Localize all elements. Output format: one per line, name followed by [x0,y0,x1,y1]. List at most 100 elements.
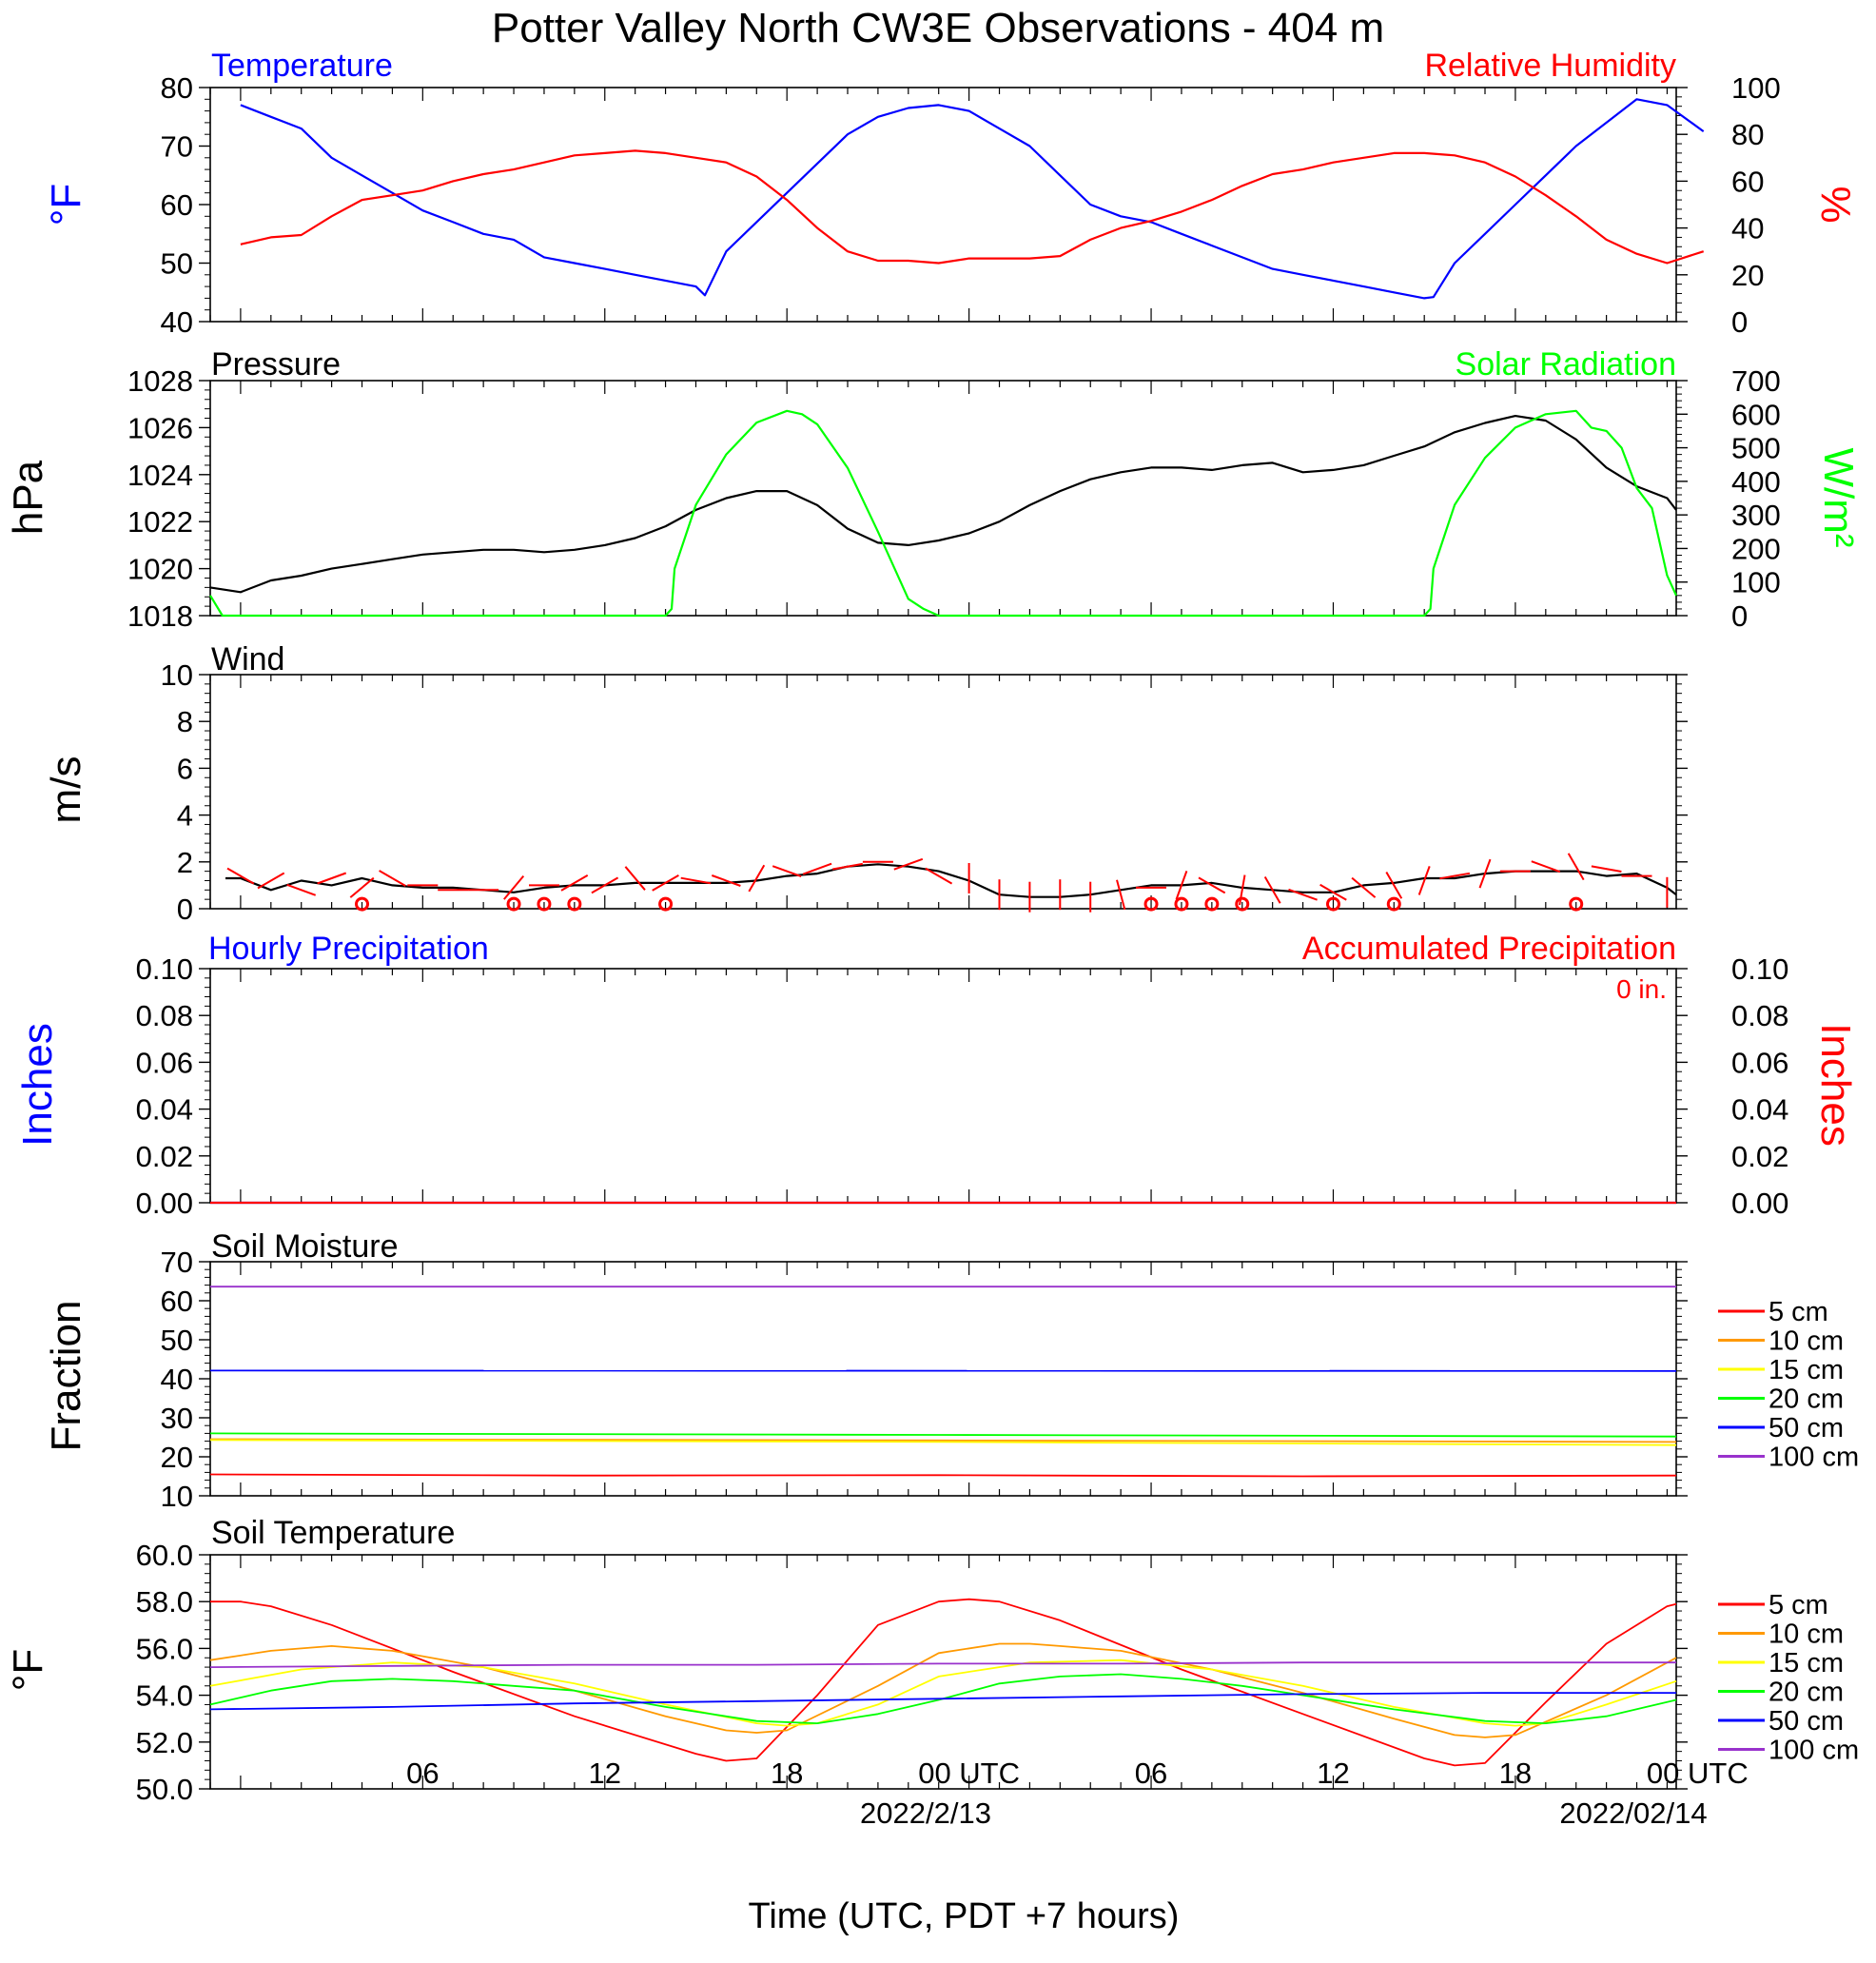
solar-axis-label: W/m² [1815,447,1862,547]
x-tick-label: 12 [589,1757,621,1790]
y-tick-label: 10 [161,658,193,692]
x-tick-label: 00 UTC [918,1757,1020,1790]
y-tick-label: 6 [177,752,193,785]
legend-label: 100 cm [1769,1736,1859,1766]
wind-barb [1592,866,1622,872]
y-tick-label: 0.02 [136,1140,193,1173]
hourly-precip-axis-label: Inches [14,1023,61,1147]
temperature-axis-label: °F [43,184,89,226]
hourly-precip-title: Hourly Precipitation [208,931,489,967]
wind-barb [625,867,645,891]
y-right-tick-label: 0.10 [1731,952,1788,986]
y-tick-label: 40 [161,305,193,339]
humidity-title: Relative Humidity [1424,48,1676,84]
y-right-tick-label: 0.04 [1731,1093,1788,1127]
y-right-tick-label: 0 [1731,599,1748,633]
y-right-tick-label: 0.06 [1731,1046,1788,1079]
legend-label: 15 cm [1769,1648,1844,1678]
date-label-1: 2022/2/13 [860,1796,991,1830]
y-tick-label: 80 [161,71,193,105]
legend-label: 20 cm [1769,1678,1844,1708]
pressure-solar-panel: Pressure Solar Radiation hPa W/m² 101810… [5,346,1862,633]
y-right-tick-label: 300 [1731,499,1781,532]
accumulated-precip-total: 0 in. [1616,974,1667,1004]
y-tick-label: 0.00 [136,1187,193,1220]
soil-temperature-axis-label: °F [5,1649,51,1691]
series-line-5-cm [210,1475,1676,1477]
y-tick-label: 54.0 [136,1679,193,1713]
y-tick-label: 10 [161,1480,193,1513]
y-tick-label: 70 [161,1246,193,1279]
y-right-tick-label: 100 [1731,71,1781,105]
y-tick-label: 30 [161,1402,193,1435]
series-line-5-cm [210,1600,1676,1766]
x-tick-label: 00 UTC [1647,1757,1749,1790]
y-tick-label: 40 [161,1363,193,1396]
legend-label: 15 cm [1769,1355,1844,1385]
wind-barb [749,865,764,892]
wind-barb [258,874,284,889]
y-right-tick-label: 100 [1731,566,1781,599]
x-tick-label: 06 [1135,1757,1167,1790]
series-line-20-cm [210,1433,1676,1436]
pressure-title: Pressure [211,346,341,383]
x-tick-label: 06 [406,1757,439,1790]
y-tick-label: 0.06 [136,1046,193,1079]
y-tick-label: 60 [161,1285,193,1318]
y-right-tick-label: 600 [1731,398,1781,431]
y-tick-label: 70 [161,130,193,164]
legend-label: 50 cm [1769,1706,1844,1737]
wind-barb [504,876,524,900]
legend-label: 10 cm [1769,1326,1844,1357]
y-right-tick-label: 700 [1731,364,1781,398]
plot-frame [210,969,1676,1203]
y-right-tick-label: 40 [1731,212,1764,245]
y-tick-label: 20 [161,1441,193,1474]
y-tick-label: 50 [161,1324,193,1357]
y-tick-label: 52.0 [136,1726,193,1759]
plot-frame [210,88,1676,322]
y-tick-label: 8 [177,705,193,738]
wind-barb [1569,854,1584,880]
series-line-50-cm [210,1693,1676,1709]
y-tick-label: 1022 [127,505,193,539]
plot-frame [210,1262,1676,1496]
legend-label: 5 cm [1769,1590,1828,1620]
x-tick-label: 12 [1317,1757,1349,1790]
soil-moisture-axis-label: Fraction [43,1301,89,1452]
y-right-tick-label: 400 [1731,465,1781,499]
precipitation-plot: 0.000.020.040.060.080.100.000.020.040.06… [136,952,1789,1220]
series-line-wind [225,864,1676,896]
y-tick-label: 60.0 [136,1539,193,1572]
y-right-tick-label: 200 [1731,532,1781,565]
soil-moisture-title: Soil Moisture [211,1228,399,1265]
y-tick-label: 4 [177,799,193,833]
precipitation-panel: Hourly Precipitation Accumulated Precipi… [14,931,1859,1220]
y-tick-label: 1020 [127,553,193,586]
y-right-tick-label: 0.08 [1731,999,1788,1032]
legend-label: 5 cm [1769,1297,1828,1327]
series-line-10-cm [210,1644,1676,1737]
y-tick-label: 60 [161,188,193,222]
y-tick-label: 1026 [127,411,193,444]
soil-temperature-title: Soil Temperature [211,1515,455,1551]
wind-barb [561,875,588,891]
humidity-axis-label: % [1812,186,1859,223]
legend-label: 50 cm [1769,1413,1844,1443]
wind-barb [227,869,254,884]
wind-axis-label: m/s [43,756,89,824]
legend-label: 20 cm [1769,1384,1844,1415]
wind-barb [1289,890,1318,900]
y-right-tick-label: 500 [1731,432,1781,465]
y-right-tick-label: 20 [1731,259,1764,292]
figure-title: Potter Valley North CW3E Observations - … [492,5,1384,51]
y-tick-label: 58.0 [136,1585,193,1619]
time-axis-label: Time (UTC, PDT +7 hours) [749,1896,1180,1936]
legend-label: 100 cm [1769,1443,1859,1473]
